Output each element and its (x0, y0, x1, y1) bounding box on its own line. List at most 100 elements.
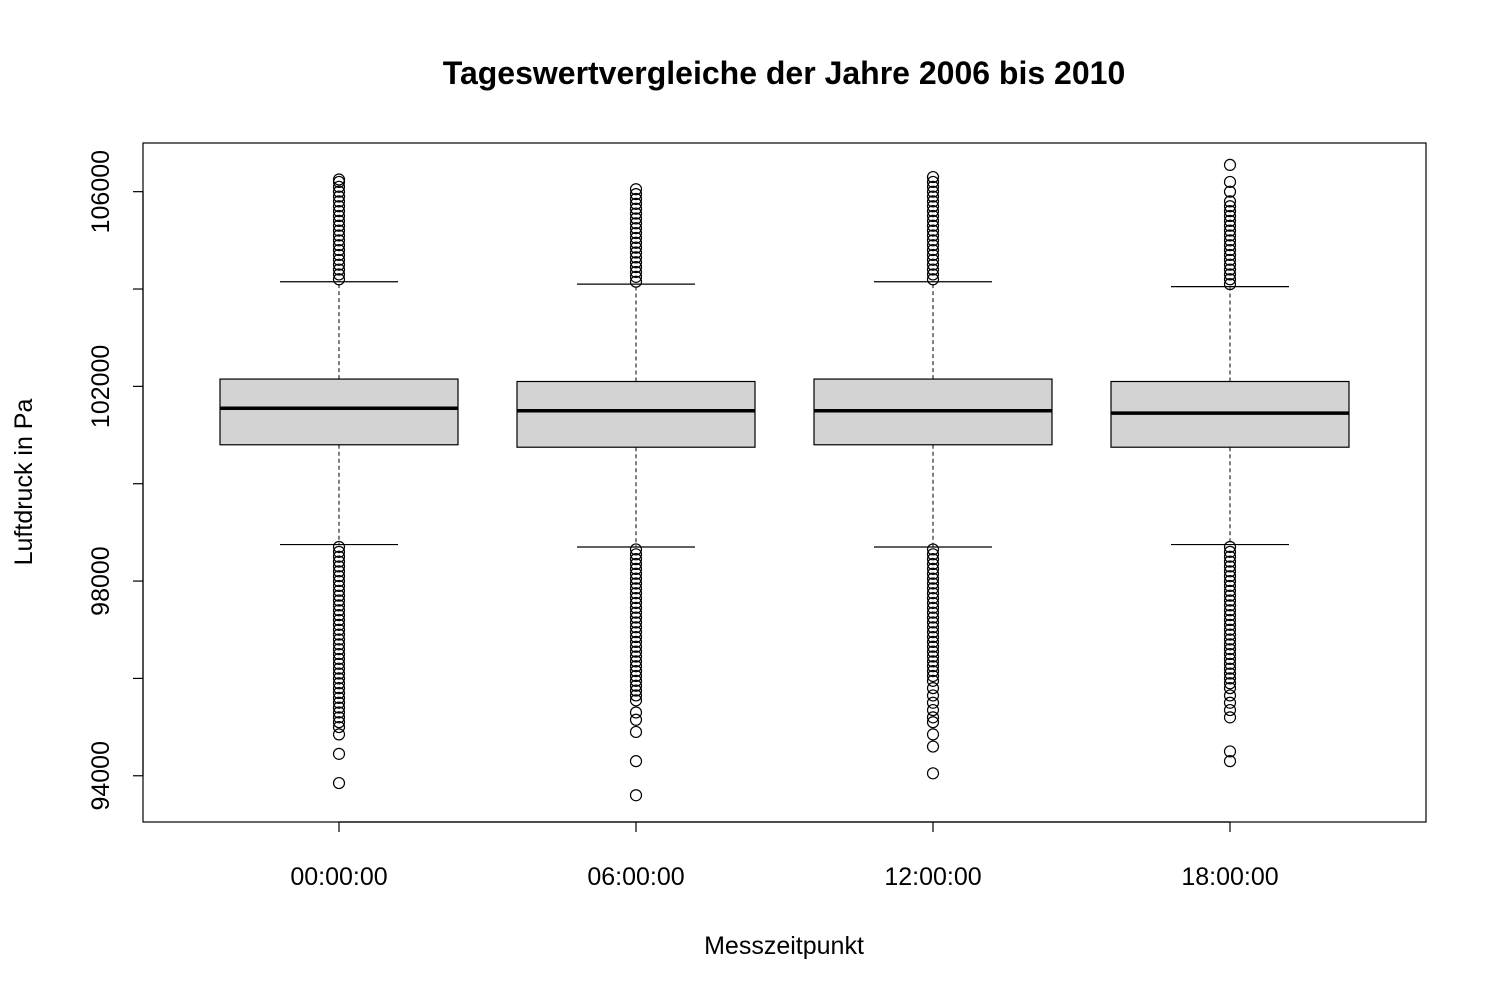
outlier-point (629, 587, 643, 600)
outlier-point (1223, 555, 1237, 568)
outlier-point (1223, 657, 1237, 670)
outlier-point (926, 567, 940, 580)
outlier-point (926, 740, 940, 753)
outlier-point (1223, 565, 1237, 578)
outlier-point (629, 231, 643, 245)
box-group (516, 183, 756, 802)
outlier-point (926, 273, 940, 286)
outlier-point (926, 195, 940, 208)
outlier-point (332, 180, 346, 193)
outlier-point (629, 567, 643, 580)
outlier-point (629, 689, 643, 702)
outlier-point (1223, 633, 1237, 646)
outlier-point (332, 652, 346, 666)
outlier-point (629, 660, 643, 673)
outlier-point (629, 669, 643, 683)
outlier-point (926, 601, 940, 614)
outlier-point (629, 188, 643, 201)
outlier-point (332, 776, 346, 790)
outlier-point (1223, 234, 1237, 247)
outlier-point (332, 604, 346, 617)
outlier-point (1223, 229, 1237, 242)
outlier-point (926, 219, 940, 232)
outlier-point (332, 720, 346, 734)
outlier-point (629, 640, 643, 653)
outlier-point (1223, 258, 1237, 271)
outlier-point (1223, 662, 1237, 675)
outlier-point (332, 570, 346, 583)
outlier-point (332, 682, 346, 695)
outlier-point (1223, 239, 1237, 252)
outlier-point (1223, 540, 1237, 554)
outlier-point (629, 183, 643, 196)
outlier-point (629, 270, 643, 283)
outlier-point (1223, 589, 1237, 602)
outlier-point (332, 555, 346, 568)
outlier-point (1223, 224, 1237, 237)
outlier-point (1223, 158, 1237, 172)
outlier-point (332, 728, 346, 741)
outlier-point (1223, 667, 1237, 680)
outlier-point (332, 701, 346, 714)
outlier-point (1223, 263, 1237, 276)
outlier-point (1223, 711, 1237, 724)
outlier-point (1223, 628, 1237, 641)
outlier-point (926, 611, 940, 624)
outlier-point (1223, 273, 1237, 286)
x-tick-label: 18:00:00 (1181, 863, 1278, 891)
outlier-point (926, 640, 940, 653)
outlier-point (926, 665, 940, 678)
outlier-point (332, 633, 346, 646)
outlier-point (332, 263, 346, 276)
outlier-point (332, 195, 346, 208)
outlier-point (1223, 618, 1237, 631)
outlier-point (332, 258, 346, 271)
outlier-point (332, 594, 346, 607)
outlier-point (1223, 185, 1237, 198)
outlier-point (332, 667, 346, 680)
outlier-point (926, 200, 940, 213)
outlier-point (1223, 647, 1237, 661)
outlier-point (629, 577, 643, 590)
y-tick-label: 94000 (87, 741, 115, 811)
outlier-point (926, 209, 940, 223)
outlier-point (926, 626, 940, 639)
outlier-point (926, 572, 940, 585)
outlier-point (1223, 652, 1237, 666)
outlier-point (926, 557, 940, 571)
outlier-point (332, 589, 346, 602)
outlier-point (332, 662, 346, 675)
outlier-point (629, 207, 643, 220)
outlier-point (629, 562, 643, 575)
outlier-point (1223, 574, 1237, 588)
outlier-point (926, 587, 940, 600)
outlier-point (332, 691, 346, 704)
outlier-point (926, 689, 940, 702)
outlier-point (629, 275, 643, 288)
outlier-point (332, 243, 346, 257)
outlier-point (332, 560, 346, 573)
outlier-point (926, 682, 940, 695)
outlier-point (629, 665, 643, 678)
y-axis-label: Luftdruck in Pa (10, 399, 38, 566)
outlier-point (926, 635, 940, 649)
outlier-point (1223, 550, 1237, 563)
outlier-point (629, 548, 643, 561)
outlier-point (926, 170, 940, 184)
outlier-point (1223, 594, 1237, 607)
outlier-point (332, 716, 346, 729)
outlier-point (332, 224, 346, 237)
outlier-point (332, 200, 346, 213)
outlier-point (1223, 175, 1237, 189)
x-axis: 00:00:00 06:00:00 12:00:00 18:00:00 (290, 821, 1279, 891)
outlier-point (332, 253, 346, 266)
outlier-point (332, 205, 346, 218)
outlier-point (332, 584, 346, 597)
outlier-point (629, 694, 643, 707)
outlier-point (629, 601, 643, 614)
outlier-point (1223, 613, 1237, 627)
outlier-point (629, 553, 643, 566)
outlier-point (1223, 584, 1237, 597)
outlier-point (1223, 755, 1237, 768)
